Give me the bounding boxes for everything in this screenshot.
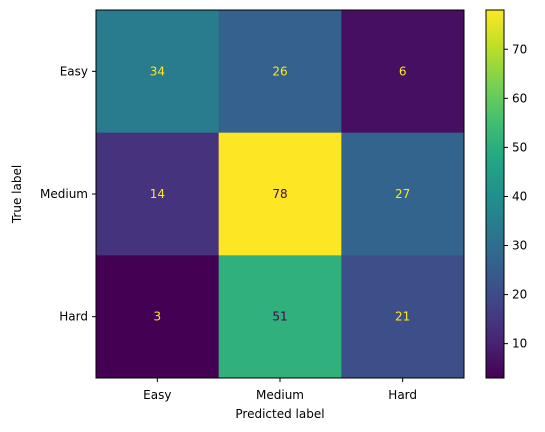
x-tick-label: Medium xyxy=(256,388,304,402)
matrix-cells: 34 26 6 14 78 27 3 51 21 xyxy=(96,10,465,379)
colorbar-tick-label: 40 xyxy=(512,189,527,203)
colorbar-tick-label: 70 xyxy=(512,42,527,56)
matrix-cell xyxy=(218,10,342,134)
matrix-cell xyxy=(96,132,220,256)
colorbar xyxy=(485,9,505,379)
y-tick-label: Medium xyxy=(40,187,88,201)
x-tick-label: Easy xyxy=(143,388,171,402)
colorbar-tick-label: 60 xyxy=(512,91,527,105)
cell-value-label: 6 xyxy=(399,64,407,78)
y-tick-label: Easy xyxy=(60,64,88,78)
cell-value-label: 51 xyxy=(272,310,287,324)
cell-value-label: 21 xyxy=(395,310,410,324)
cell-value-label: 14 xyxy=(150,187,165,201)
colorbar-tick-label: 20 xyxy=(512,288,527,302)
matrix-cell xyxy=(96,10,220,134)
matrix-cell xyxy=(218,132,342,256)
cell-value-label: 34 xyxy=(150,64,165,78)
cell-value-label: 78 xyxy=(272,187,287,201)
matrix-cell xyxy=(341,10,465,134)
y-axis-ticks: Easy Medium Hard xyxy=(40,64,96,324)
x-axis-ticks: Easy Medium Hard xyxy=(143,378,417,402)
x-axis-label: Predicted label xyxy=(235,407,324,421)
x-tick-label: Hard xyxy=(388,388,417,402)
cell-value-label: 3 xyxy=(154,310,162,324)
colorbar-tick-label: 10 xyxy=(512,337,527,351)
colorbar-tick-label: 30 xyxy=(512,239,527,253)
y-tick-label: Hard xyxy=(59,310,88,324)
matrix-cell xyxy=(218,255,342,379)
matrix-cell xyxy=(341,132,465,256)
matrix-cell xyxy=(341,255,465,379)
cell-value-label: 26 xyxy=(272,64,287,78)
colorbar-tick-label: 50 xyxy=(512,140,527,154)
cell-value-label: 27 xyxy=(395,187,410,201)
matrix-cell xyxy=(96,255,220,379)
colorbar-ticks: 10 20 30 40 50 60 70 xyxy=(504,42,527,351)
y-axis-label: True label xyxy=(10,165,24,224)
